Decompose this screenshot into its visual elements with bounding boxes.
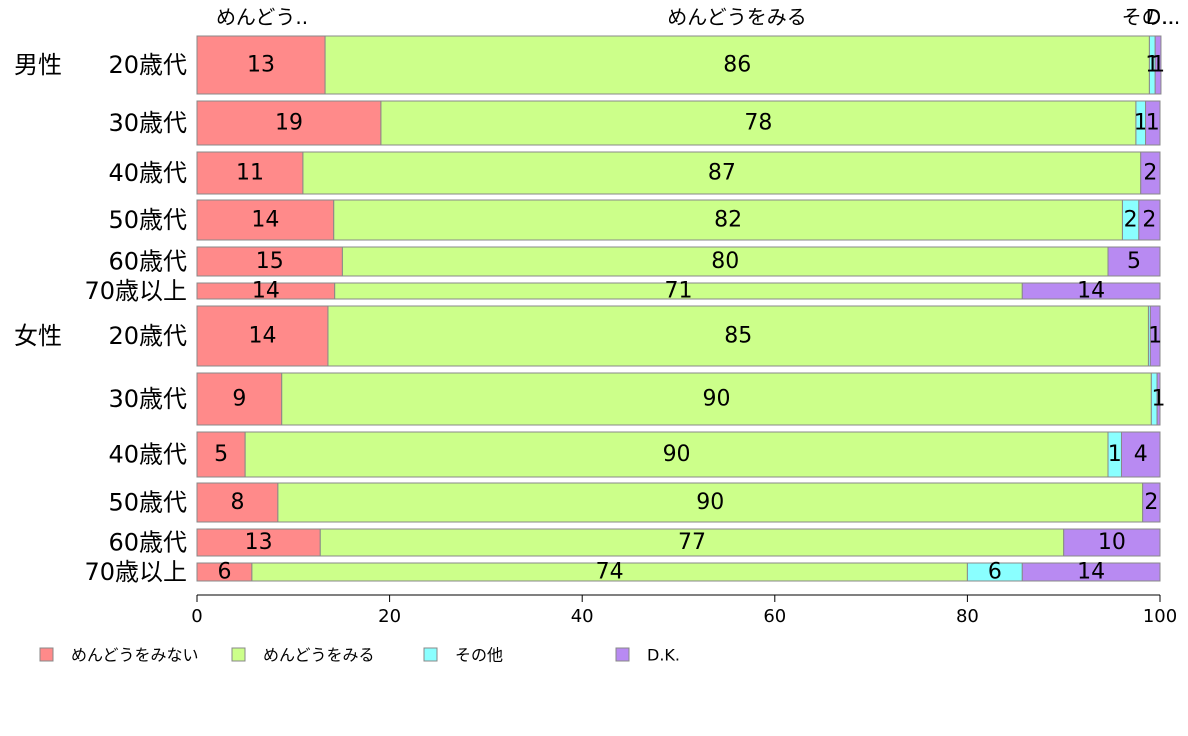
data-label: 1: [1108, 442, 1122, 467]
x-tick-label: 80: [956, 606, 979, 627]
legend-label: めんどうをみる: [263, 646, 375, 665]
bar-segment-10-1: [319, 528, 1065, 557]
data-label: 2: [1142, 208, 1156, 233]
legend-label: その他: [455, 646, 503, 665]
data-label: 78: [744, 111, 772, 136]
data-label: 5: [214, 442, 228, 467]
x-tick-label: 100: [1143, 606, 1177, 627]
data-label: 5: [1127, 249, 1141, 274]
bar-segment-9-3: [1142, 482, 1161, 523]
legend-swatch: [39, 647, 54, 662]
data-label: 1: [1148, 324, 1162, 349]
top-category-label: D...: [1146, 5, 1180, 29]
bar-segment-4-3: [1107, 246, 1161, 277]
x-tick-label: 60: [763, 606, 786, 627]
row-label: 50歳代: [108, 489, 187, 517]
data-label: 1: [1152, 387, 1166, 412]
bar-segment-4-0: [196, 246, 343, 277]
data-label: 85: [724, 324, 752, 349]
data-label: 6: [217, 560, 231, 585]
data-label: 14: [251, 208, 279, 233]
data-label: 1: [1134, 111, 1148, 136]
row-label: 30歳代: [108, 385, 187, 413]
bar-segment-7-3: [1156, 372, 1161, 426]
row-label: 40歳代: [108, 159, 187, 187]
row-label: 40歳代: [108, 441, 187, 469]
bar-segment-3-3: [1138, 199, 1161, 241]
data-label: 2: [1144, 490, 1158, 515]
data-label: 14: [1077, 279, 1105, 304]
legend-swatch: [423, 647, 438, 662]
data-label: 14: [248, 324, 276, 349]
top-category-label: その..: [1122, 5, 1175, 29]
legend-swatch: [231, 647, 246, 662]
legend-label: D.K.: [647, 646, 680, 665]
legend-label: めんどうをみない: [71, 646, 199, 665]
row-label: 20歳代: [108, 51, 187, 79]
row-label: 70歳以上: [84, 277, 187, 305]
data-label: 2: [1143, 161, 1157, 186]
bar-segment-9-1: [277, 482, 1144, 523]
group-label: 男性: [14, 51, 62, 79]
data-label: 14: [252, 279, 280, 304]
data-label: 13: [247, 53, 275, 78]
row-label: 30歳代: [108, 109, 187, 137]
data-label: 10: [1098, 530, 1126, 555]
row-label: 60歳代: [108, 248, 187, 276]
bar-segment-5-3: [1021, 282, 1161, 300]
bar-segment-10-0: [196, 528, 321, 557]
data-label: 15: [256, 249, 284, 274]
data-label: 71: [665, 279, 693, 304]
bar-segment-1-3: [1145, 100, 1161, 146]
data-label: 74: [596, 560, 624, 585]
row-label: 50歳代: [108, 206, 187, 234]
data-label: 6: [988, 560, 1002, 585]
row-label: 60歳代: [108, 529, 187, 557]
data-label: 14: [1077, 560, 1105, 585]
bar-segment-7-1: [281, 372, 1152, 426]
data-label: 8: [230, 490, 244, 515]
data-label: 87: [708, 161, 736, 186]
row-label: 20歳代: [108, 322, 187, 350]
data-label: 90: [696, 490, 724, 515]
row-label: 70歳以上: [84, 558, 187, 586]
bar-segment-10-3: [1063, 528, 1161, 557]
data-label: 2: [1124, 208, 1138, 233]
data-label: 13: [245, 530, 273, 555]
bar-segment-6-3: [1149, 305, 1161, 367]
data-label: 1: [1146, 111, 1160, 136]
bar-segment-0-0: [196, 35, 326, 95]
data-label: 1: [1151, 53, 1165, 78]
bar-segment-0-3: [1154, 35, 1162, 95]
x-tick-label: 40: [571, 606, 594, 627]
bar-segment-4-1: [341, 246, 1109, 277]
bar-segment-2-3: [1140, 151, 1161, 195]
data-label: 11: [236, 161, 264, 186]
bar-segment-2-1: [302, 151, 1142, 195]
data-label: 80: [711, 249, 739, 274]
bar-segment-8-0: [196, 431, 246, 478]
top-category-label: めんどう..: [216, 5, 308, 29]
bar-segment-0-1: [324, 35, 1150, 95]
top-category-label: めんどうをみる: [667, 5, 806, 29]
group-label: 女性: [14, 322, 62, 350]
bar-segment-2-0: [196, 151, 304, 195]
bar-segment-8-3: [1120, 431, 1161, 478]
bar-segment-6-1: [327, 305, 1149, 367]
data-label: 9: [232, 387, 246, 412]
data-label: 90: [663, 442, 691, 467]
data-label: 19: [275, 111, 303, 136]
data-label: 90: [703, 387, 731, 412]
x-tick-label: 20: [378, 606, 401, 627]
data-label: 82: [714, 208, 742, 233]
data-label: 86: [723, 53, 751, 78]
bar-segment-11-3: [1021, 562, 1161, 582]
bar-segment-3-1: [333, 199, 1123, 241]
data-label: 77: [678, 530, 706, 555]
data-label: 4: [1134, 442, 1148, 467]
x-tick-label: 0: [191, 606, 202, 627]
legend-swatch: [615, 647, 630, 662]
